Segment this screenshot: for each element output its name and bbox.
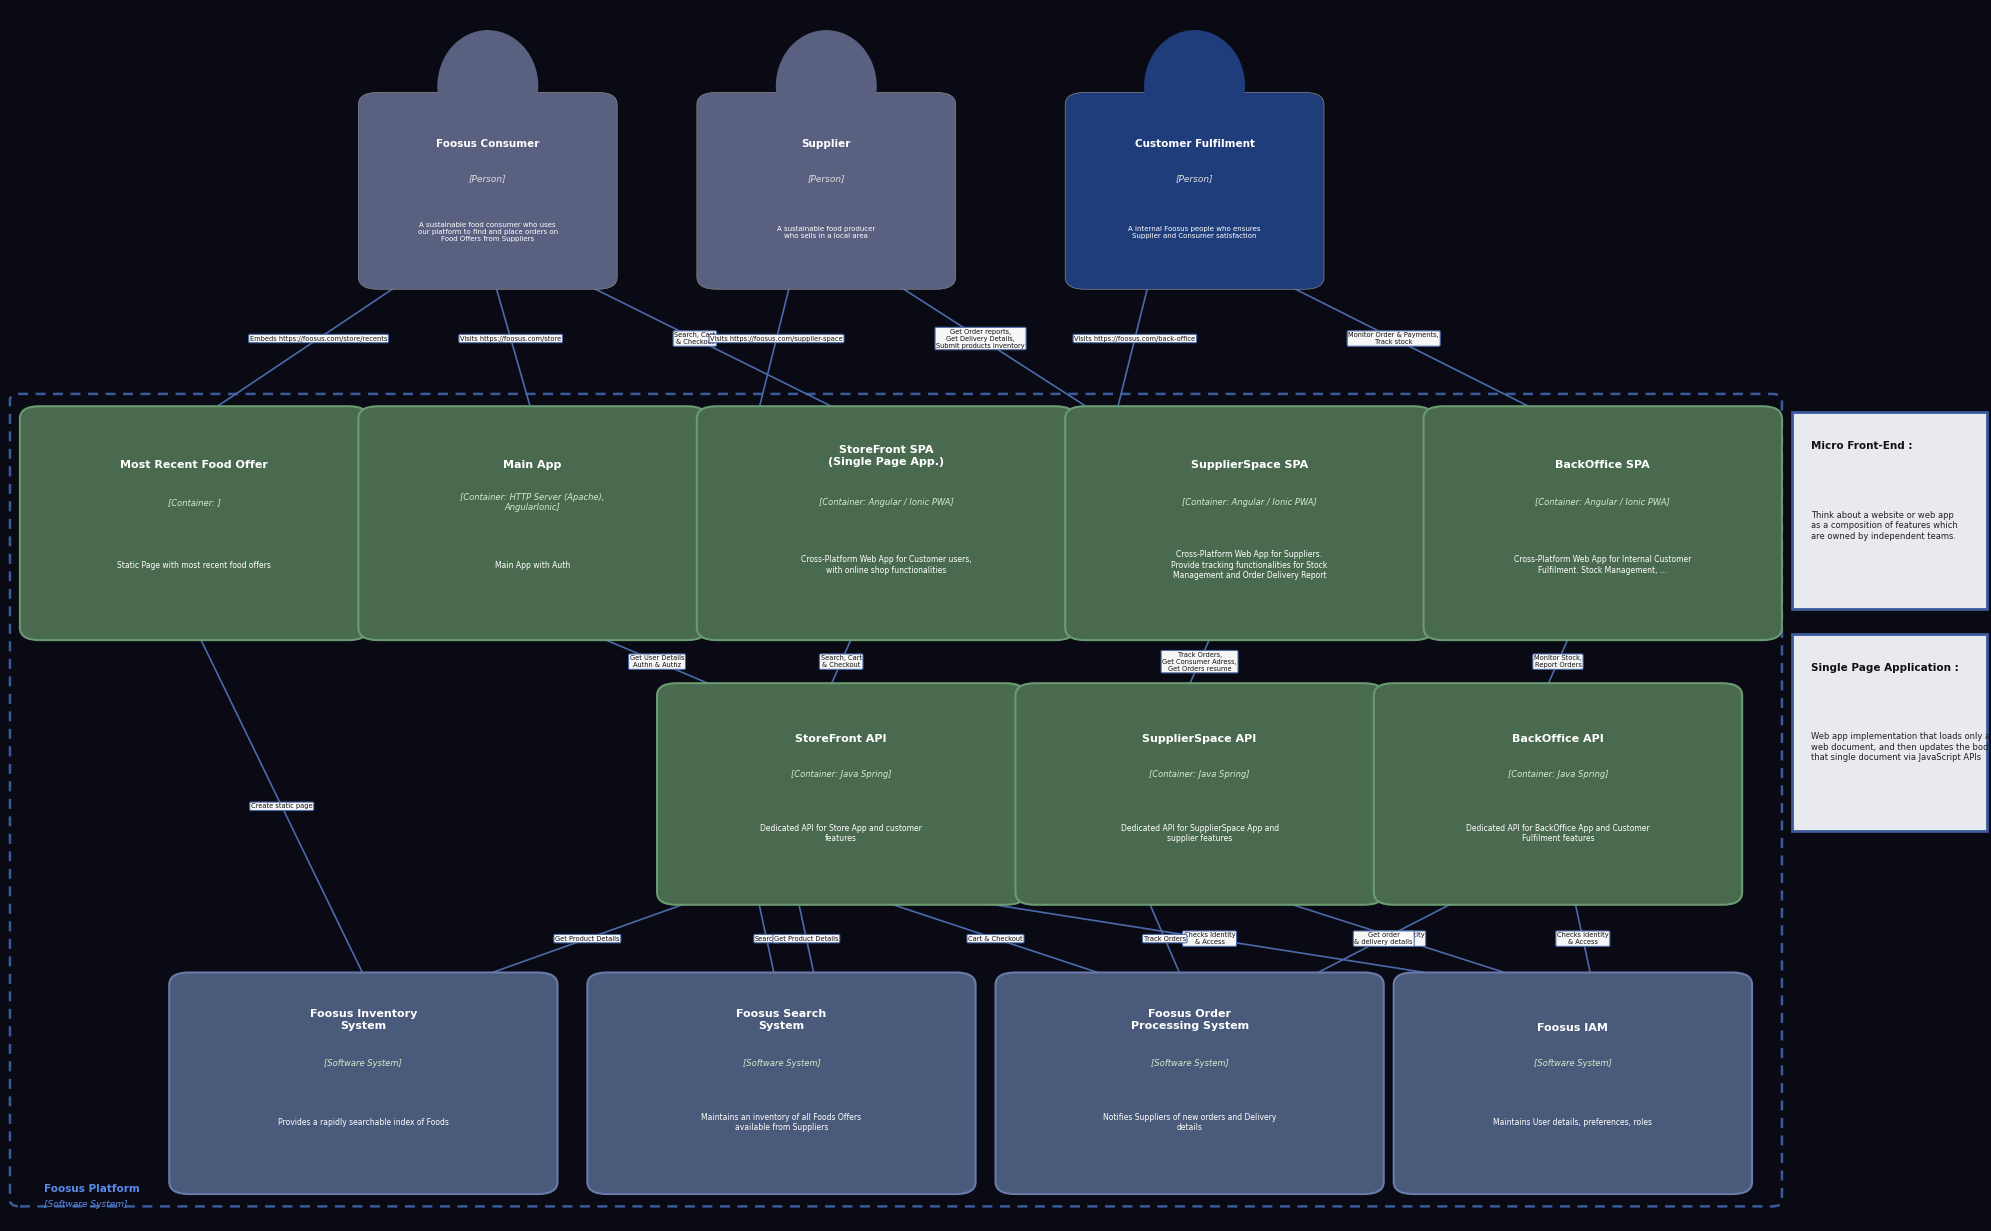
FancyBboxPatch shape [169,972,557,1194]
Text: Get Product Details: Get Product Details [555,936,619,942]
Text: Static Page with most recent food offers: Static Page with most recent food offers [117,560,271,570]
Text: SupplierSpace SPA: SupplierSpace SPA [1191,459,1308,469]
FancyBboxPatch shape [1374,683,1742,905]
Text: [Software System]: [Software System] [743,1059,820,1069]
Text: [Container: ]: [Container: ] [167,497,221,507]
Text: [Container: HTTP Server (Apache),
AngularIonic]: [Container: HTTP Server (Apache), Angula… [460,492,605,512]
Text: Dedicated API for SupplierSpace App and
supplier features: Dedicated API for SupplierSpace App and … [1121,824,1278,843]
Text: [Container: Java Spring]: [Container: Java Spring] [790,769,892,779]
Text: Foosus Consumer: Foosus Consumer [436,139,540,149]
Text: Single Page Application :: Single Page Application : [1810,662,1959,673]
Text: A sustainable food consumer who uses
our platform to find and place orders on
Fo: A sustainable food consumer who uses our… [418,222,557,243]
Text: Cross-Platform Web App for Suppliers.
Provide tracking functionalities for Stock: Cross-Platform Web App for Suppliers. Pr… [1171,550,1328,580]
Text: Supplier: Supplier [802,139,850,149]
Text: Main App: Main App [504,459,561,469]
Text: SupplierSpace API: SupplierSpace API [1143,734,1256,744]
FancyBboxPatch shape [1792,412,1987,609]
Text: Foosus Search
System: Foosus Search System [737,1009,826,1032]
Text: [Person]: [Person] [1177,175,1213,183]
Text: Cross-Platform Web App for Customer users,
with online shop functionalities: Cross-Platform Web App for Customer user… [800,555,972,575]
Text: [Software System]: [Software System] [325,1059,402,1069]
Text: Checks Identity
& Access: Checks Identity & Access [1374,932,1424,945]
FancyBboxPatch shape [587,972,976,1194]
Text: Micro Front-End :: Micro Front-End : [1810,441,1911,452]
Text: Dedicated API for BackOffice App and Customer
Fulfilment features: Dedicated API for BackOffice App and Cus… [1465,824,1651,843]
Text: StoreFront API: StoreFront API [796,734,886,744]
Text: [Container: Java Spring]: [Container: Java Spring] [1507,769,1609,779]
Text: [Person]: [Person] [470,175,506,183]
Text: Checks Identity
& Access: Checks Identity & Access [1185,932,1234,945]
FancyBboxPatch shape [20,406,368,640]
FancyBboxPatch shape [657,683,1025,905]
Text: [Person]: [Person] [808,175,844,183]
Text: Notifies Suppliers of new orders and Delivery
details: Notifies Suppliers of new orders and Del… [1103,1113,1276,1133]
Text: [Container: Angular / Ionic PWA]: [Container: Angular / Ionic PWA] [1183,497,1316,507]
Text: Checks Identity
& Access: Checks Identity & Access [1557,932,1609,945]
Text: Foosus Inventory
System: Foosus Inventory System [311,1009,416,1032]
Ellipse shape [438,31,538,142]
Text: Most Recent Food Offer: Most Recent Food Offer [119,459,269,469]
Text: Visits https://foosus.com/store: Visits https://foosus.com/store [460,336,561,341]
Text: [Software System]: [Software System] [1533,1059,1613,1069]
Ellipse shape [1145,31,1244,142]
Text: Search: Search [755,936,778,942]
Text: Search, Cart
& Checkout: Search, Cart & Checkout [820,655,862,668]
Text: Web app implementation that loads only a single
web document, and then updates t: Web app implementation that loads only a… [1810,732,1991,762]
Text: Search, Cart
& Checkout: Search, Cart & Checkout [675,332,715,345]
Text: Cross-Platform Web App for Internal Customer
Fulfilment. Stock Management, ...: Cross-Platform Web App for Internal Cust… [1513,555,1692,575]
Text: Cart & Checkout: Cart & Checkout [968,936,1023,942]
Text: Monitor Stock,
Report Orders: Monitor Stock, Report Orders [1533,655,1583,668]
Text: Main App with Auth: Main App with Auth [496,560,569,570]
Text: Embeds https://foosus.com/store/recents: Embeds https://foosus.com/store/recents [251,336,386,341]
Text: A internal Foosus people who ensures
Supplier and Consumer satisfaction: A internal Foosus people who ensures Sup… [1129,225,1260,239]
Text: Maintains User details, preferences, roles: Maintains User details, preferences, rol… [1493,1118,1653,1128]
Text: Foosus IAM: Foosus IAM [1537,1023,1609,1033]
FancyBboxPatch shape [1792,634,1987,831]
Text: Get Product Details: Get Product Details [774,936,838,942]
FancyBboxPatch shape [996,972,1384,1194]
Text: [Software System]: [Software System] [44,1200,127,1209]
Text: Foosus Platform: Foosus Platform [44,1184,139,1194]
Text: Think about a website or web app
as a composition of features which
are owned by: Think about a website or web app as a co… [1810,511,1957,540]
Text: Get User Details
Authn & Authz: Get User Details Authn & Authz [629,655,685,668]
Text: BackOffice API: BackOffice API [1511,734,1605,744]
Text: A sustainable food producer
who sells in a local area: A sustainable food producer who sells in… [776,225,876,239]
Text: [Container: Angular / Ionic PWA]: [Container: Angular / Ionic PWA] [818,497,954,507]
FancyBboxPatch shape [1065,92,1324,289]
Text: BackOffice SPA: BackOffice SPA [1555,459,1651,469]
FancyBboxPatch shape [1394,972,1752,1194]
Text: [Container: Angular / Ionic PWA]: [Container: Angular / Ionic PWA] [1535,497,1670,507]
Text: Provides a rapidly searchable index of Foods: Provides a rapidly searchable index of F… [279,1118,448,1128]
Text: Create static page: Create static page [251,804,313,809]
Text: Customer Fulfilment: Customer Fulfilment [1135,139,1254,149]
Text: Visits https://foosus.com/back-office: Visits https://foosus.com/back-office [1075,336,1195,341]
Text: Track Orders,
Get Consumer Adress,
Get Orders resume: Track Orders, Get Consumer Adress, Get O… [1163,651,1236,672]
FancyBboxPatch shape [697,92,956,289]
FancyBboxPatch shape [697,406,1075,640]
Text: Maintains an inventory of all Foods Offers
available from Suppliers: Maintains an inventory of all Foods Offe… [701,1113,862,1133]
FancyBboxPatch shape [358,406,707,640]
Text: [Software System]: [Software System] [1151,1059,1228,1069]
Text: Track Orders: Track Orders [1143,936,1187,942]
Text: Get order
& delivery details: Get order & delivery details [1354,932,1414,945]
FancyBboxPatch shape [1424,406,1782,640]
Text: Monitor Order & Payments,
Track stock: Monitor Order & Payments, Track stock [1348,332,1439,345]
Text: Get Order reports,
Get Delivery Details,
Submit products inventory: Get Order reports, Get Delivery Details,… [936,329,1025,348]
Text: Foosus Order
Processing System: Foosus Order Processing System [1131,1009,1248,1032]
Text: Dedicated API for Store App and customer
features: Dedicated API for Store App and customer… [761,824,922,843]
FancyBboxPatch shape [1015,683,1384,905]
Text: [Container: Java Spring]: [Container: Java Spring] [1149,769,1250,779]
Text: Visits https://foosus.com/supplier-space: Visits https://foosus.com/supplier-space [711,336,842,341]
Text: StoreFront SPA
(Single Page App.): StoreFront SPA (Single Page App.) [828,446,944,467]
FancyBboxPatch shape [1065,406,1434,640]
Ellipse shape [776,31,876,142]
FancyBboxPatch shape [358,92,617,289]
